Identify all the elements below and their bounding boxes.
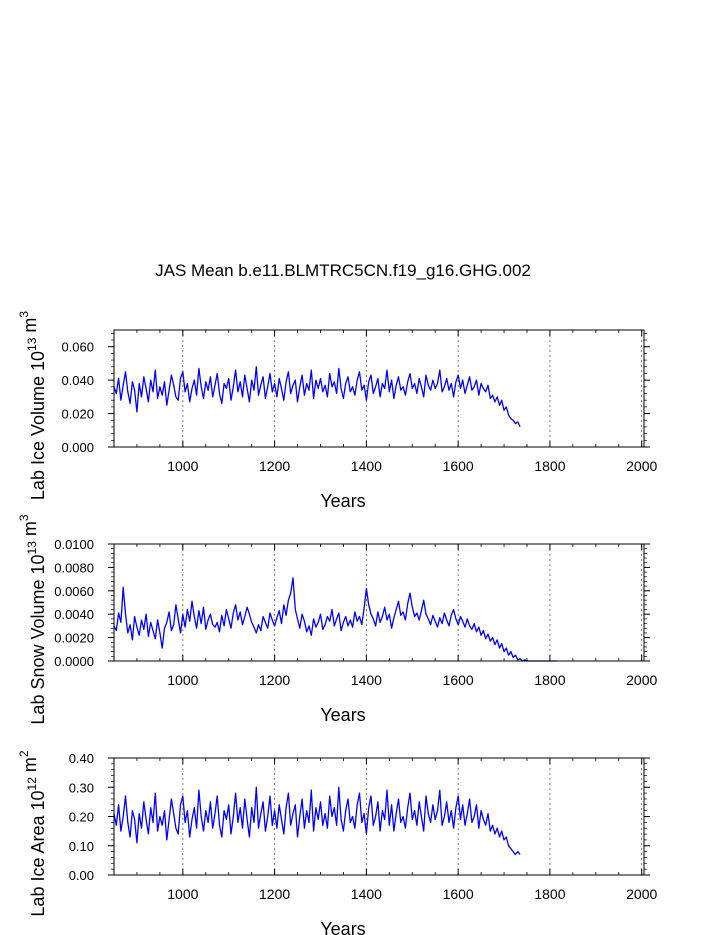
ice-area-xtick-label: 1000: [167, 886, 198, 902]
snow-volume-panel: 1000 1200 1400 1600 1800 2000 0.0000 0.0020 0.00…: [17, 514, 657, 725]
snow-volume-y-axis-title-superscript: 13: [25, 541, 39, 555]
ice-area-xtick-label: 1200: [259, 886, 290, 902]
panels: 1000 1200 1400 1600 1800 2000 0.000 0.020 0.040 0…: [17, 311, 657, 935]
ice-area-xtick-label: 1600: [443, 886, 474, 902]
snow-volume-xtick-label: 1400: [351, 672, 382, 688]
ice-volume-panel: 1000 1200 1400 1600 1800 2000 0.000 0.020 0.040 0…: [17, 311, 657, 511]
ice-area-y-axis-title-part: Lab Ice Area 10: [28, 790, 48, 916]
ice-volume-xtick-label: 2000: [626, 458, 657, 474]
snow-volume-y-axis-title-superscript: 3: [17, 514, 31, 521]
ice-area-xtick-label: 1400: [351, 886, 382, 902]
snow-volume-ytick-label: 0.0040: [54, 607, 94, 622]
snow-volume-xtick-label: 1600: [443, 672, 474, 688]
ice-volume-xtick-label: 1600: [443, 458, 474, 474]
ice-area-ytick-label: 0.10: [69, 839, 94, 854]
ice-area-panel: 1000 1200 1400 1600 1800 2000 0.00 0.10 0.20 0.30…: [17, 750, 657, 935]
ice-volume-y-axis-title-part: Lab Ice Volume 10: [28, 351, 48, 500]
ice-volume-y-axis-title-superscript: 3: [17, 311, 31, 318]
snow-volume-ytick-label: 0.0100: [54, 537, 94, 552]
ice-volume-ytick-label: 0.020: [61, 407, 94, 422]
snow-volume-ytick-label: 0.0000: [54, 654, 94, 669]
ice-area-y-axis-title-part: m: [20, 757, 40, 777]
ice-volume-xtick-label: 1800: [534, 458, 565, 474]
snow-volume-y-axis-title-part: m: [20, 521, 40, 541]
ice-area-ytick-label: 0.00: [69, 868, 94, 883]
ice-volume-y-axis-title-part: m: [20, 318, 40, 338]
ice-volume-ytick-label: 0.000: [61, 440, 94, 455]
ice-volume-frame: [113, 329, 645, 448]
ice-volume-x-axis-title: Years: [320, 491, 365, 511]
ice-area-ytick-label: 0.30: [69, 780, 94, 795]
snow-volume-y-axis-title: Lab Snow Volume 1013 m3: [17, 514, 48, 724]
ice-area-y-axis-title-superscript: 2: [17, 750, 31, 757]
ice-volume-xtick-label: 1400: [351, 458, 382, 474]
snow-volume-xtick-label: 1800: [534, 672, 565, 688]
ice-area-ytick-label: 0.20: [69, 810, 94, 825]
ice-area-xtick-label: 1800: [534, 886, 565, 902]
figure-title: JAS Mean b.e11.BLMTRC5CN.f19_g16.GHG.002: [155, 261, 531, 280]
snow-volume-xtick-label: 1000: [167, 672, 198, 688]
snow-volume-xtick-label: 1200: [259, 672, 290, 688]
ice-area-series-line: [113, 786, 521, 856]
ice-area-y-axis-title: Lab Ice Area 1012 m2: [17, 750, 48, 916]
snow-volume-series-line: [113, 577, 557, 662]
snow-volume-xtick-label: 2000: [626, 672, 657, 688]
ice-volume-y-axis-title: Lab Ice Volume 1013 m3: [17, 311, 48, 500]
snow-volume-frame: [113, 543, 645, 662]
ice-area-xtick-label: 2000: [626, 886, 657, 902]
snow-volume-ytick-label: 0.0060: [54, 584, 94, 599]
snow-volume-y-axis-title-part: Lab Snow Volume 10: [28, 554, 48, 724]
snow-volume-ytick-label: 0.0020: [54, 631, 94, 646]
ice-area-x-axis-title: Years: [320, 919, 365, 935]
ice-volume-ytick-label: 0.040: [61, 373, 94, 388]
ice-volume-xtick-label: 1200: [259, 458, 290, 474]
snow-volume-x-axis-title: Years: [320, 705, 365, 725]
snow-volume-ytick-label: 0.0080: [54, 560, 94, 575]
ice-area-ytick-label: 0.40: [69, 751, 94, 766]
ice-volume-y-axis-title-superscript: 13: [25, 337, 39, 351]
ice-area-y-axis-title-superscript: 12: [25, 777, 39, 791]
ice-volume-series-line: [113, 366, 521, 428]
ice-volume-ytick-label: 0.060: [61, 340, 94, 355]
ice-volume-xtick-label: 1000: [167, 458, 198, 474]
